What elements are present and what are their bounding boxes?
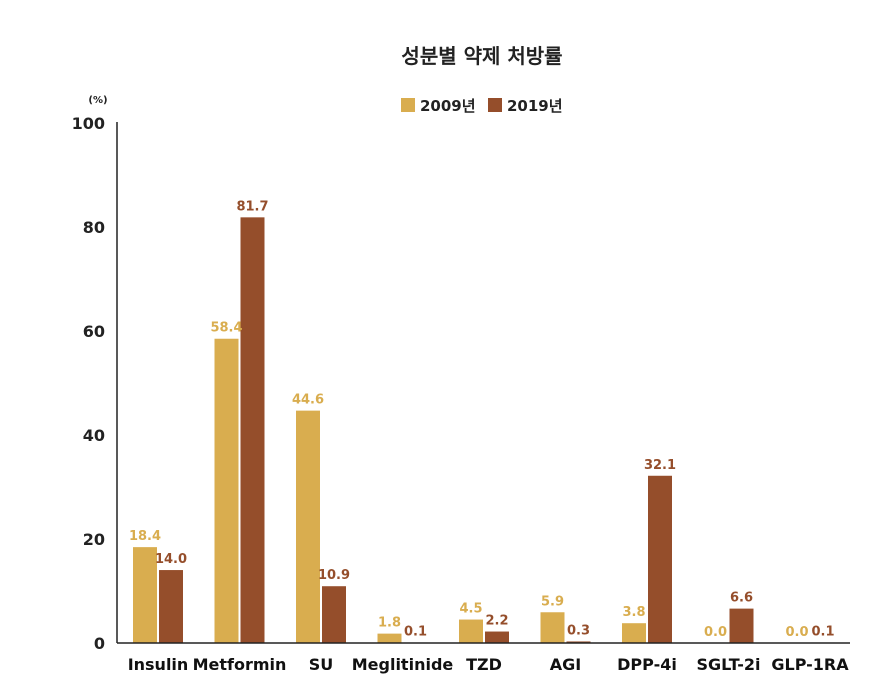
x-tick-label: GLP-1RA: [771, 655, 849, 674]
y-tick-label: 0: [94, 634, 105, 653]
bar-2019: [240, 217, 265, 643]
data-label: 6.6: [730, 591, 753, 606]
bar-2019: [322, 586, 346, 643]
x-tick-label: SU: [309, 655, 334, 674]
x-tick-label: DPP-4i: [617, 655, 677, 674]
data-label: 0.0: [785, 625, 808, 640]
bar-2019: [566, 641, 591, 643]
data-label: 4.5: [459, 602, 482, 617]
data-label: 10.9: [318, 568, 350, 583]
y-tick-label: 60: [83, 322, 105, 341]
bar-2019: [485, 631, 509, 643]
bar-2009: [540, 612, 565, 643]
legend-label-2009: 2009년: [420, 97, 476, 115]
bar-2009: [296, 410, 320, 643]
x-tick-label: AGI: [550, 655, 581, 674]
data-label: 0.1: [404, 624, 427, 639]
legend-label-2019: 2019년: [507, 97, 563, 115]
data-label: 32.1: [644, 458, 676, 473]
x-tick-label: SGLT-2i: [696, 655, 760, 674]
chart-title: 성분별 약제 처방률: [401, 44, 562, 68]
y-tick-labels: 100 80 60 40 20 0: [72, 114, 105, 653]
bar-2019: [648, 475, 672, 643]
data-label: 2.2: [485, 614, 508, 629]
y-axis-unit: (%): [88, 95, 107, 106]
y-tick-label: 40: [83, 426, 105, 445]
data-labels: 18.414.058.481.744.610.91.80.14.52.25.90…: [129, 199, 835, 640]
data-label: 0.1: [811, 624, 834, 639]
bar-2009: [377, 633, 402, 643]
bars: [133, 217, 835, 643]
bar-2019: [159, 570, 183, 643]
y-tick-label: 100: [72, 114, 105, 133]
x-tick-label: Metformin: [193, 655, 287, 674]
data-label: 0.3: [567, 623, 590, 638]
data-label: 5.9: [541, 594, 564, 609]
data-label: 81.7: [236, 199, 268, 214]
y-tick-label: 20: [83, 530, 105, 549]
legend-swatch-2019: [488, 98, 502, 112]
x-tick-label: Meglitinide: [352, 655, 454, 674]
data-label: 14.0: [155, 552, 187, 567]
bar-2009: [622, 623, 646, 643]
data-label: 18.4: [129, 529, 161, 544]
x-tick-label: Insulin: [128, 655, 189, 674]
bar-2019: [729, 608, 754, 643]
legend-swatch-2009: [401, 98, 415, 112]
data-label: 44.6: [292, 393, 324, 408]
legend: 2009년 2019년: [401, 97, 563, 115]
bar-2009: [133, 547, 157, 643]
data-label: 58.4: [210, 321, 242, 336]
data-label: 3.8: [622, 605, 645, 620]
data-label: 0.0: [704, 625, 727, 640]
data-label: 1.8: [378, 616, 401, 631]
bar-2009: [214, 338, 239, 643]
bar-2009: [459, 619, 483, 643]
x-tick-labels: Insulin Metformin SU Meglitinide TZD AGI DPP-4…: [128, 655, 850, 674]
x-tick-label: TZD: [466, 655, 502, 674]
y-tick-label: 80: [83, 218, 105, 237]
